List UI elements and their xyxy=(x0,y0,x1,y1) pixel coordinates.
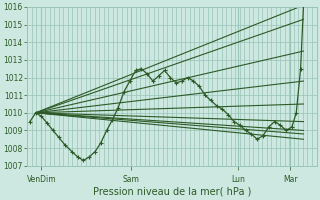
X-axis label: Pression niveau de la mer( hPa ): Pression niveau de la mer( hPa ) xyxy=(92,187,251,197)
